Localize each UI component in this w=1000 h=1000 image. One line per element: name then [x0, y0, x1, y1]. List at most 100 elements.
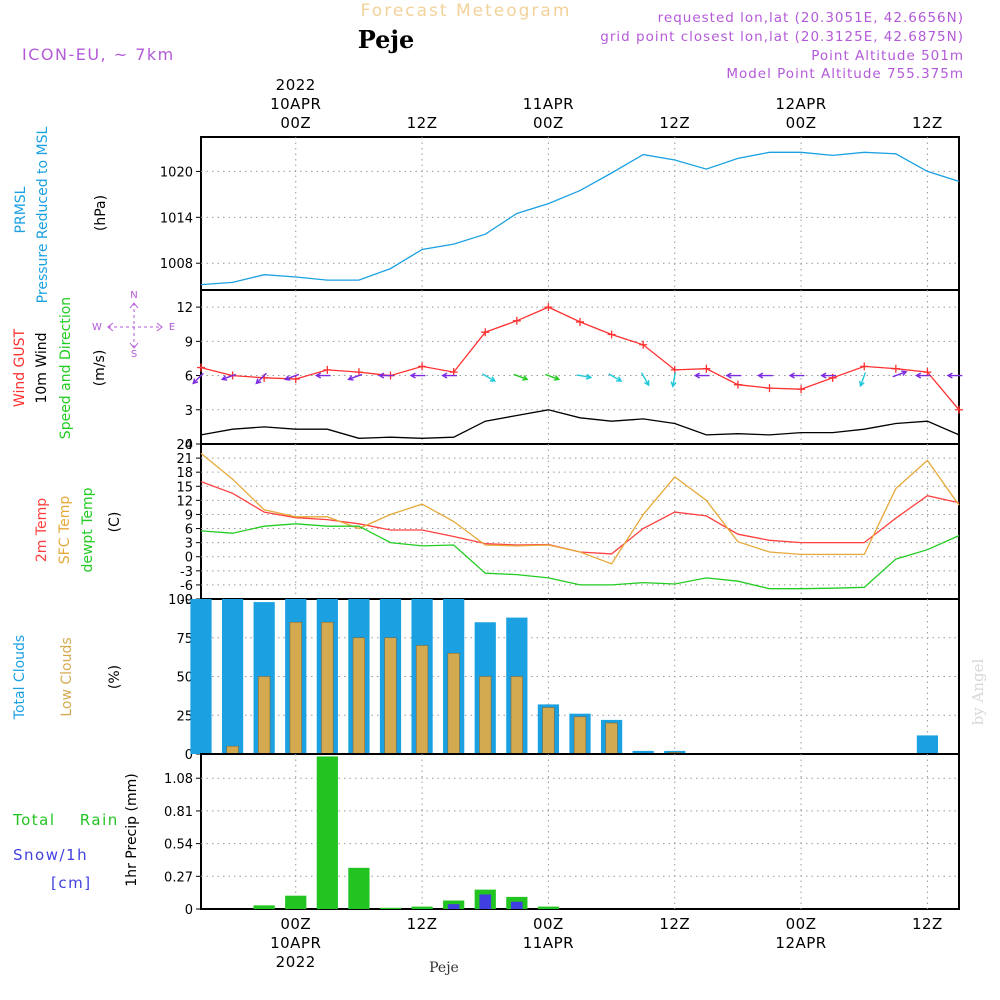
bar-low_cloud [447, 652, 460, 755]
gust-marker [544, 303, 553, 312]
pressure-label-2: Pressure Reduced to MSL [35, 126, 51, 303]
wind-arrow [946, 372, 963, 379]
y-tick-label: 50 [176, 671, 193, 686]
dewpt-label: dewpt Temp [80, 487, 96, 572]
series-line-temp [200, 480, 960, 555]
gust-marker [291, 374, 300, 383]
bar-low_cloud [289, 621, 302, 755]
y-tick-label: -3 [180, 565, 193, 580]
wind-arrow [820, 372, 836, 379]
bar-low_cloud [479, 676, 492, 755]
clouds-unit: (%) [107, 665, 123, 689]
time-tick-top-label: 12Z [407, 114, 438, 132]
wind-arrow [757, 372, 773, 379]
wind-arrow [892, 370, 908, 378]
y-tick-label: 100 [168, 593, 193, 608]
total-clouds-label: Total Clouds [12, 635, 28, 720]
bar-total_cloud [190, 599, 212, 754]
wind-arrow [255, 372, 267, 385]
series-line-wind [200, 409, 960, 439]
time-tick-top-label: 10APR [270, 95, 321, 113]
y-tick-label: 18 [176, 466, 193, 481]
time-tick-top-label: 00Z [533, 114, 564, 132]
y-tick-label: 0.81 [164, 805, 193, 820]
grid-point-coords: grid point closest lon,lat (20.3125E, 42… [600, 29, 964, 45]
gust-marker [923, 368, 932, 377]
gust-marker [576, 317, 584, 326]
precip-unit: 1hr Precip (mm) [124, 773, 140, 886]
footer-location: Peje [429, 960, 459, 976]
bar-low_cloud [321, 621, 334, 755]
y-tick-label: 0 [185, 748, 193, 763]
wind-arrow [378, 372, 394, 379]
gust-marker [955, 405, 963, 414]
y-tick-label: 75 [176, 632, 193, 647]
y-tick-label: 3 [185, 404, 193, 419]
panel-pressure: 1008 1014 1020 [160, 136, 960, 291]
panel-clouds: 0 25 50 75 100 [168, 593, 960, 763]
y-tick-label: -6 [180, 579, 193, 594]
gust-marker [860, 362, 869, 371]
y-tick-label: -9 [180, 593, 193, 608]
panel-frame [200, 753, 960, 910]
bar-low_cloud [384, 637, 397, 755]
time-tick-bottom-label: 2022 [276, 953, 316, 971]
y-tick-label: 6 [185, 370, 193, 385]
y-tick-label: 25 [176, 709, 193, 724]
y-tick-label: 9 [185, 508, 193, 523]
gust-marker [891, 364, 900, 373]
bar-rain [285, 895, 307, 909]
bar-rain [537, 906, 560, 909]
wind-arrow [441, 372, 457, 379]
time-tick-bottom-label: 00Z [786, 915, 817, 933]
wind-arrow [545, 373, 561, 381]
compass-e: E [169, 322, 175, 333]
wind-arrow [725, 372, 742, 379]
wind-dir-label: Speed and Direction [58, 297, 74, 439]
bar-low_cloud [415, 645, 429, 755]
y-tick-label: 0 [185, 903, 193, 918]
series-line-pressure [200, 151, 960, 286]
gust-marker [323, 365, 332, 374]
wind-arrow [347, 373, 363, 381]
wind-arrow [914, 372, 931, 379]
time-tick-bottom-label: 12Z [407, 915, 438, 933]
compass-icon: N S W E [92, 290, 175, 360]
compass-n: N [130, 290, 137, 301]
y-tick-label: 0 [185, 551, 193, 566]
wind-arrow [788, 372, 805, 379]
gust-marker [639, 340, 648, 349]
wind-arrow [513, 373, 529, 381]
time-tick-bottom-label: 12APR [775, 934, 826, 952]
wind-arrow [693, 372, 710, 379]
y-tick-label: 3 [185, 537, 193, 552]
gust-marker [197, 363, 205, 372]
panel-frame [200, 443, 960, 600]
gust-marker [449, 368, 458, 377]
gust-marker [354, 368, 363, 377]
bar-rain [348, 867, 370, 909]
y-tick-label: 0.54 [164, 838, 193, 853]
location-title: Peje [358, 25, 415, 54]
bar-total_cloud [632, 750, 654, 754]
panel-frame [200, 289, 960, 445]
panels: 100810141020036912-9-6-30369121518212402… [160, 136, 963, 918]
wind-arrow [640, 372, 650, 387]
bar-total_cloud [221, 599, 244, 754]
y-tick-label: 21 [176, 452, 193, 467]
panel-frame [200, 136, 960, 291]
y-tick-label: 1.08 [164, 772, 193, 787]
time-tick-top-label: 00Z [280, 114, 311, 132]
wind-arrow [576, 373, 593, 380]
bar-low_cloud [226, 745, 239, 755]
bar-snow [510, 901, 523, 909]
wind-arrow [220, 373, 236, 381]
time-tick-bottom-label: 00Z [533, 915, 564, 933]
y-tick-label: 6 [185, 523, 193, 538]
time-tick-bottom-label: 12Z [659, 915, 690, 933]
bar-total_cloud [916, 735, 939, 754]
y-tick-label: 1020 [160, 165, 193, 180]
